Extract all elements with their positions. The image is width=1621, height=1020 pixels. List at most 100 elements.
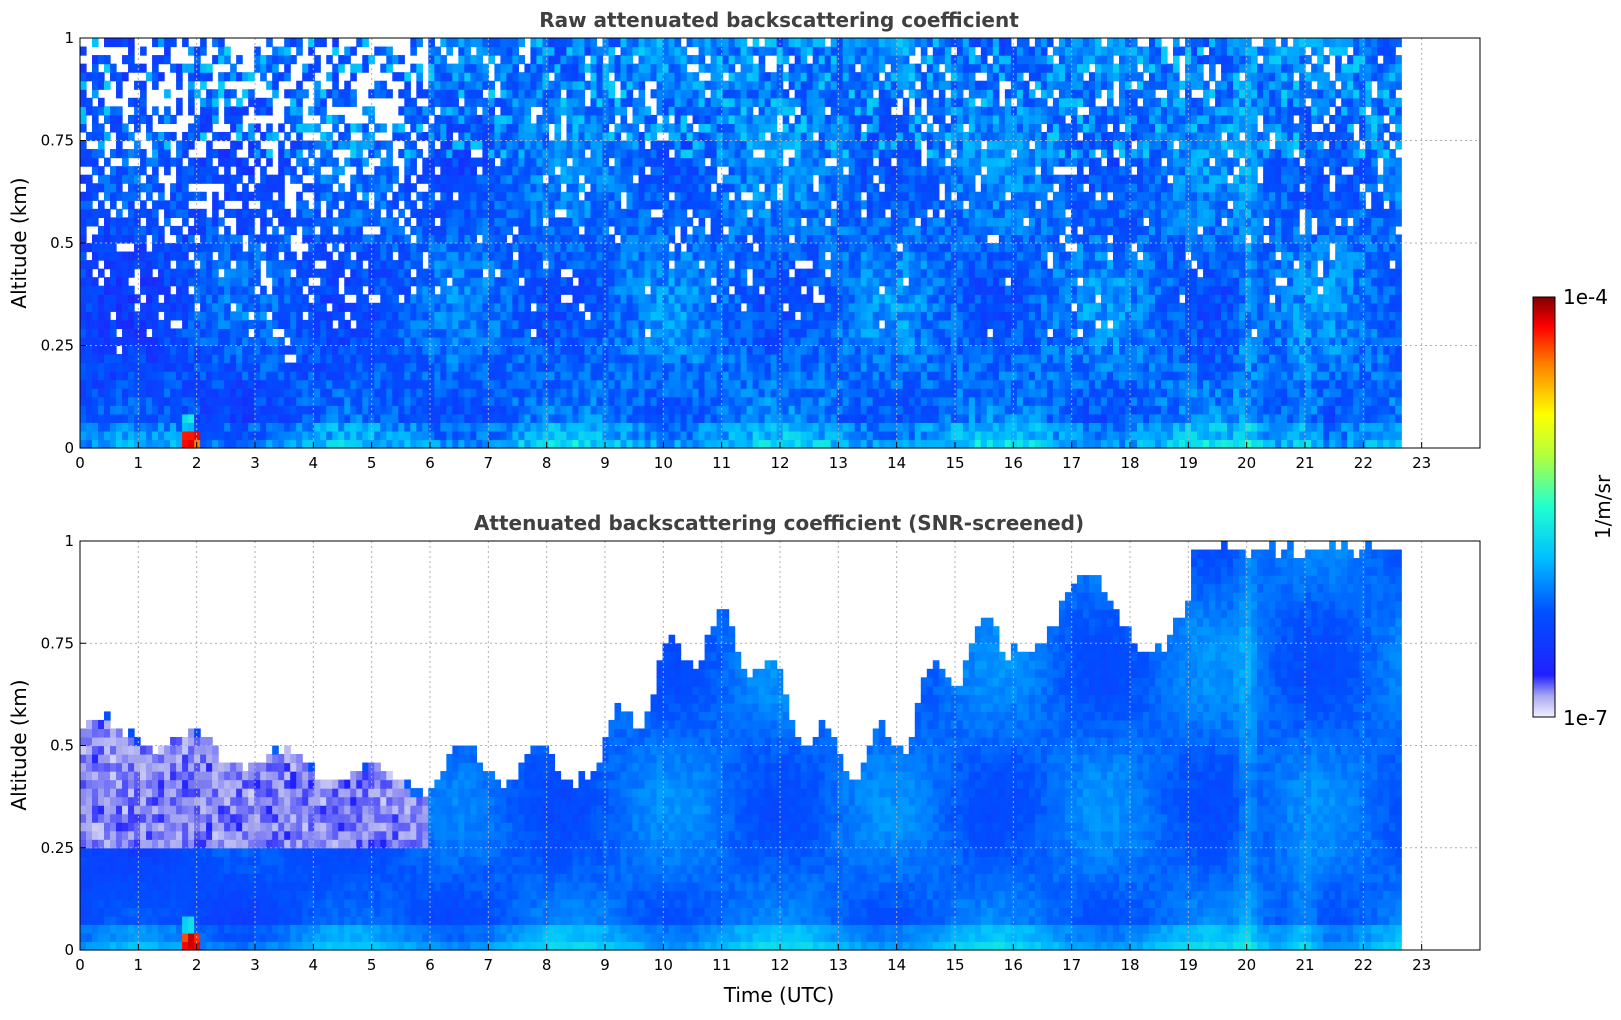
heatmap-cell bbox=[98, 294, 105, 304]
heatmap-cell bbox=[152, 345, 159, 355]
heatmap-cell bbox=[464, 97, 471, 107]
heatmap-cell bbox=[434, 200, 441, 210]
heatmap-cell bbox=[356, 413, 363, 423]
heatmap-cell bbox=[218, 38, 225, 48]
heatmap-cell bbox=[704, 149, 712, 159]
heatmap-cell bbox=[248, 166, 255, 176]
heatmap-cell bbox=[782, 140, 790, 150]
heatmap-cell bbox=[110, 183, 117, 193]
heatmap-cell bbox=[536, 328, 544, 338]
heatmap-cell bbox=[404, 166, 411, 176]
heatmap-cell bbox=[284, 106, 291, 116]
heatmap-cell bbox=[176, 174, 183, 184]
heatmap-cell bbox=[512, 217, 520, 227]
heatmap-cell bbox=[794, 251, 802, 261]
heatmap-cell bbox=[572, 405, 580, 415]
heatmap-cell bbox=[104, 191, 111, 201]
heatmap-cell bbox=[782, 388, 790, 398]
heatmap-cell bbox=[152, 149, 159, 159]
heatmap-cell bbox=[296, 328, 303, 338]
heatmap-cell bbox=[416, 388, 423, 398]
heatmap-cell bbox=[434, 208, 441, 218]
heatmap-cell bbox=[542, 72, 550, 82]
heatmap-cell bbox=[638, 243, 646, 253]
heatmap-cell bbox=[86, 200, 93, 210]
heatmap-cell bbox=[230, 294, 237, 304]
heatmap-cell bbox=[368, 388, 375, 398]
heatmap-cell bbox=[212, 371, 219, 381]
heatmap-cell bbox=[236, 277, 243, 287]
heatmap-cell bbox=[362, 38, 369, 48]
heatmap-cell bbox=[368, 277, 375, 287]
heatmap-cell bbox=[452, 328, 459, 338]
heatmap-cell bbox=[794, 131, 802, 142]
heatmap-cell bbox=[86, 208, 93, 218]
heatmap-cell bbox=[464, 131, 471, 142]
heatmap-cell bbox=[674, 311, 682, 321]
heatmap-cell bbox=[548, 302, 556, 312]
heatmap-cell bbox=[800, 80, 808, 90]
heatmap-cell bbox=[476, 371, 483, 381]
heatmap-cell bbox=[218, 46, 225, 56]
heatmap-cell bbox=[638, 234, 646, 244]
heatmap-cell bbox=[686, 405, 694, 415]
heatmap-cell bbox=[80, 217, 87, 227]
heatmap-cell bbox=[782, 354, 790, 364]
heatmap-cell bbox=[428, 294, 435, 304]
heatmap-cell bbox=[98, 371, 105, 381]
heatmap-cell bbox=[716, 362, 724, 372]
heatmap-cell bbox=[404, 149, 411, 159]
heatmap-cell bbox=[524, 396, 532, 406]
heatmap-cell bbox=[290, 38, 297, 48]
heatmap-cell bbox=[800, 114, 808, 125]
heatmap-cell bbox=[572, 234, 580, 244]
heatmap-cell bbox=[158, 183, 165, 193]
heatmap-cell bbox=[626, 396, 634, 406]
heatmap-cell bbox=[164, 268, 171, 278]
heatmap-cell bbox=[686, 285, 694, 295]
heatmap-cell bbox=[134, 319, 141, 330]
heatmap-cell bbox=[476, 345, 483, 355]
heatmap-cell bbox=[674, 413, 682, 423]
heatmap-cell bbox=[338, 63, 345, 73]
heatmap-cell bbox=[440, 157, 447, 167]
heatmap-cell bbox=[500, 251, 508, 261]
heatmap-cell bbox=[530, 413, 538, 423]
heatmap-cell bbox=[590, 97, 598, 107]
heatmap-cell bbox=[572, 149, 580, 159]
heatmap-cell bbox=[656, 413, 664, 423]
heatmap-cell bbox=[470, 405, 477, 415]
heatmap-cell bbox=[614, 225, 622, 236]
heatmap-cell bbox=[674, 294, 682, 304]
heatmap-cell bbox=[164, 328, 171, 338]
heatmap-cell bbox=[296, 217, 303, 227]
heatmap-cell bbox=[740, 225, 748, 236]
heatmap-cell bbox=[752, 63, 760, 73]
heatmap-cell bbox=[122, 319, 129, 330]
heatmap-cell bbox=[92, 89, 99, 99]
heatmap-cell bbox=[728, 422, 736, 432]
heatmap-cell bbox=[278, 140, 285, 150]
heatmap-cell bbox=[164, 131, 171, 142]
heatmap-cell bbox=[674, 55, 682, 65]
heatmap-cell bbox=[614, 268, 622, 278]
heatmap-cell bbox=[536, 379, 544, 389]
heatmap-cell bbox=[554, 277, 562, 287]
heatmap-cell bbox=[176, 302, 183, 312]
heatmap-cell bbox=[314, 234, 321, 244]
heatmap-cell bbox=[266, 149, 273, 159]
heatmap-cell bbox=[290, 345, 297, 355]
heatmap-cell bbox=[122, 277, 129, 287]
heatmap-cell bbox=[638, 166, 646, 176]
heatmap-cell bbox=[512, 46, 520, 56]
heatmap-cell bbox=[116, 379, 123, 389]
heatmap-cell bbox=[494, 208, 501, 218]
heatmap-cell bbox=[104, 277, 111, 287]
heatmap-cell bbox=[656, 294, 664, 304]
heatmap-cell bbox=[542, 439, 550, 449]
heatmap-cell bbox=[560, 38, 568, 48]
heatmap-cell bbox=[272, 225, 279, 236]
heatmap-cell bbox=[158, 234, 165, 244]
heatmap-cell bbox=[404, 439, 411, 449]
heatmap-cell bbox=[368, 302, 375, 312]
